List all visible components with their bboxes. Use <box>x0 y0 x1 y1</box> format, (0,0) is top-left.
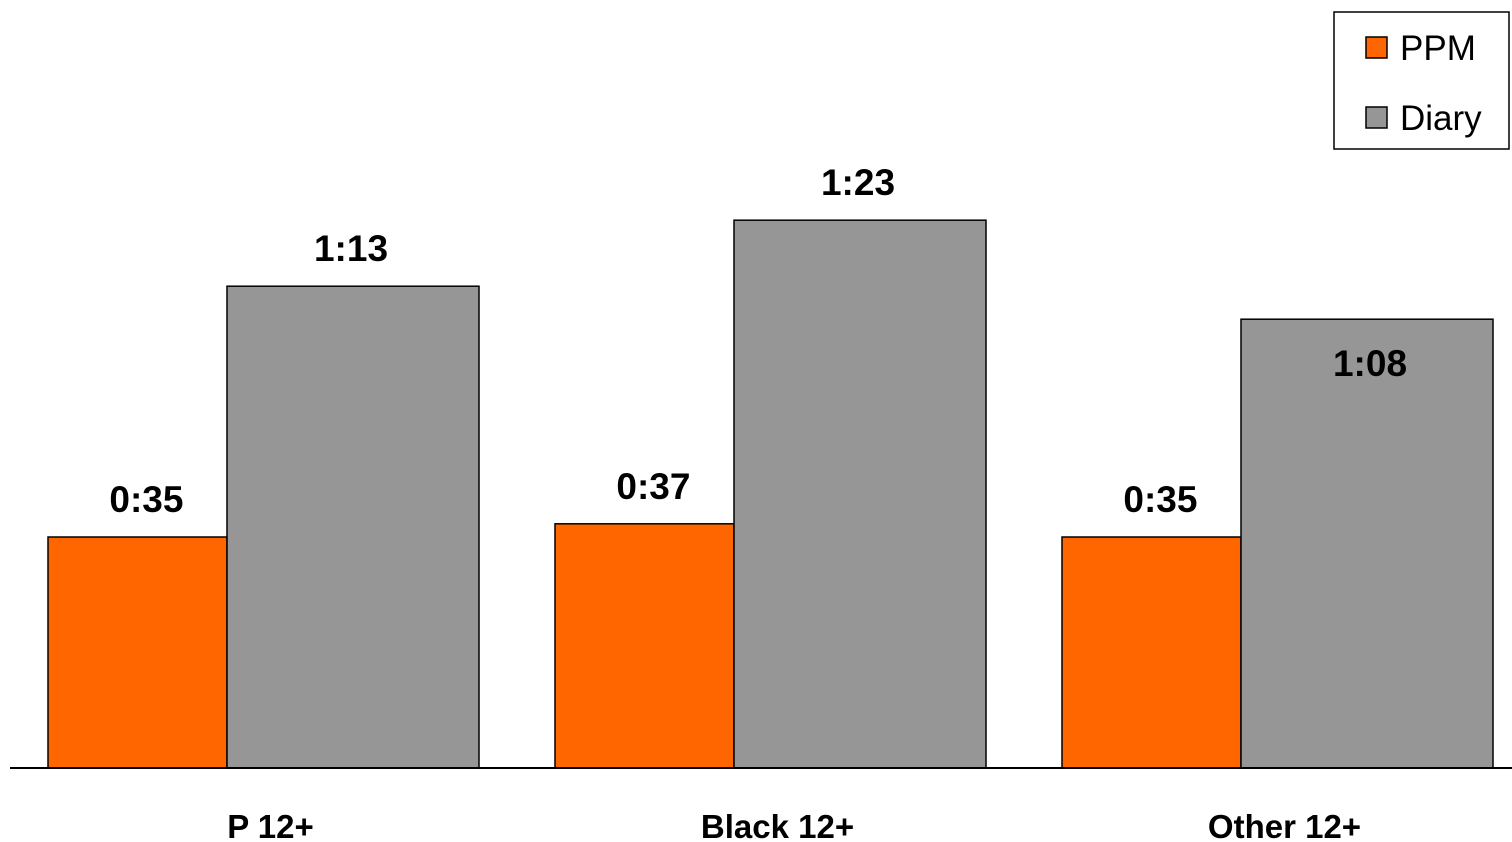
data-labels-group: 0:35 1:13 0:37 1:23 0:35 1:08 <box>109 162 1407 520</box>
legend: PPM Diary <box>1333 11 1510 150</box>
bar-diary-0 <box>226 285 480 769</box>
data-label-ppm-1: 0:37 <box>616 466 690 507</box>
legend-label-diary: Diary <box>1400 99 1482 138</box>
bar-ppm-1 <box>554 523 735 769</box>
data-label-diary-0: 1:13 <box>314 228 388 269</box>
category-label-1: Black 12+ <box>701 808 854 842</box>
category-labels-group: P 12+ Black 12+ Other 12+ <box>227 808 1361 842</box>
data-label-ppm-2: 0:35 <box>1123 479 1197 520</box>
data-label-diary-1: 1:23 <box>821 162 895 203</box>
bar-diary-1 <box>733 219 987 769</box>
bar-diary-2 <box>1240 318 1494 769</box>
legend-swatch-diary <box>1365 106 1388 129</box>
bars-group <box>47 219 1494 769</box>
data-label-diary-2: 1:08 <box>1333 343 1407 384</box>
category-label-0: P 12+ <box>227 808 314 842</box>
data-label-ppm-0: 0:35 <box>109 479 183 520</box>
legend-label-ppm: PPM <box>1400 29 1476 68</box>
category-label-2: Other 12+ <box>1208 808 1361 842</box>
legend-swatch-ppm <box>1365 36 1388 59</box>
bar-ppm-0 <box>47 536 228 769</box>
legend-box <box>1333 11 1510 150</box>
bar-ppm-2 <box>1061 536 1242 769</box>
